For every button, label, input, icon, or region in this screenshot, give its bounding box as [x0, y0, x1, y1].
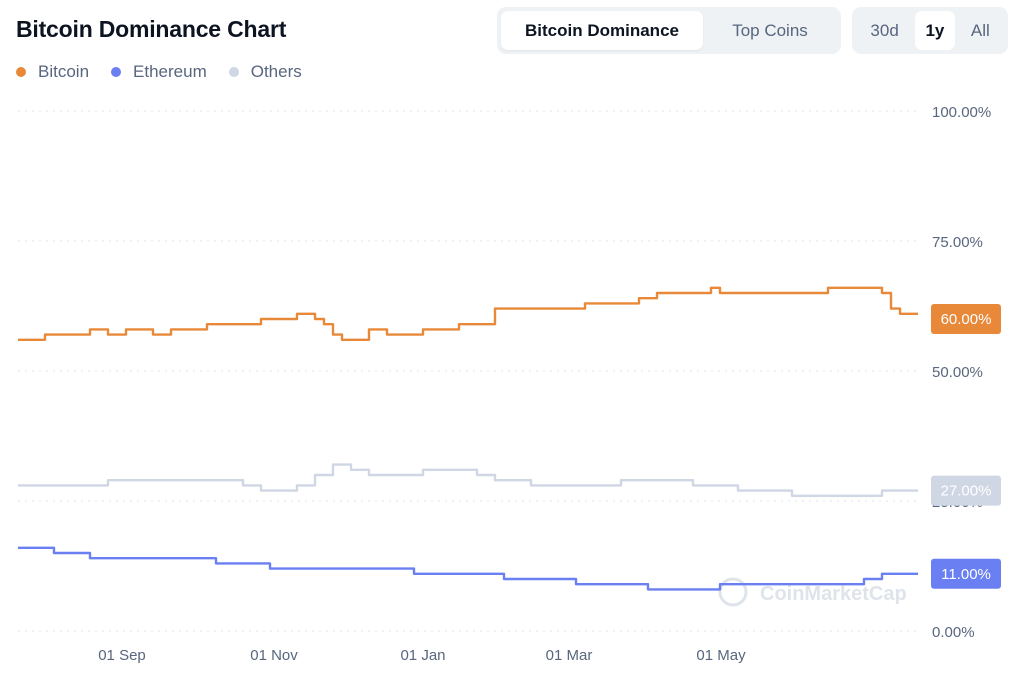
value-badge-others: [931, 475, 1001, 506]
x-tick-label: 01 May: [696, 647, 746, 664]
coinmarketcap-logo-icon: [718, 577, 748, 607]
page-title: Bitcoin Dominance Chart: [16, 16, 287, 42]
view-tabs: Bitcoin Dominance Top Coins: [497, 7, 841, 54]
legend-label-bitcoin: Bitcoin: [38, 62, 90, 81]
range-30d-button[interactable]: 30d: [870, 20, 899, 40]
watermark-text: CoinMarketCap: [760, 583, 907, 605]
value-badge-bitcoin: [931, 304, 1001, 334]
x-tick-label: 01 Jan: [400, 647, 445, 664]
legend-label-others: Others: [250, 62, 302, 81]
legend-item-ethereum[interactable]: Ethereum: [111, 62, 207, 82]
ethereum-dot-icon: [111, 67, 122, 77]
others-dot-icon: [228, 67, 239, 77]
bitcoin-dot-icon: [16, 67, 26, 77]
value-badge-label: 11.00%: [941, 566, 991, 583]
chart-legend: Bitcoin Ethereum Others: [16, 62, 302, 82]
y-tick-label: 0.00%: [932, 624, 975, 641]
value-badge-ethereum: [931, 558, 1001, 589]
value-badge-label: 27.00%: [941, 483, 992, 500]
value-badge-label: 60.00%: [941, 311, 992, 328]
y-tick-label: 50.00%: [932, 364, 983, 381]
series-line-bitcoin: [18, 286, 918, 341]
series-line-ethereum: [18, 546, 918, 591]
x-tick-label: 01 Sep: [98, 647, 146, 664]
range-1y-button[interactable]: 1y: [915, 11, 955, 50]
y-tick-label: 100.00%: [932, 104, 991, 121]
y-tick-label: 75.00%: [932, 234, 983, 251]
range-all-button[interactable]: All: [970, 20, 990, 40]
x-tick-label: 01 Mar: [546, 647, 593, 664]
legend-item-others[interactable]: Others: [228, 62, 302, 82]
tab-bitcoin-dominance[interactable]: Bitcoin Dominance: [501, 11, 703, 50]
legend-label-ethereum: Ethereum: [133, 62, 207, 81]
tab-top-coins[interactable]: Top Coins: [732, 20, 808, 40]
time-range-selector: 30d 1y All: [852, 7, 1008, 54]
series-line-others: [18, 463, 918, 497]
x-tick-label: 01 Nov: [250, 647, 298, 664]
legend-item-bitcoin[interactable]: Bitcoin: [16, 62, 89, 82]
